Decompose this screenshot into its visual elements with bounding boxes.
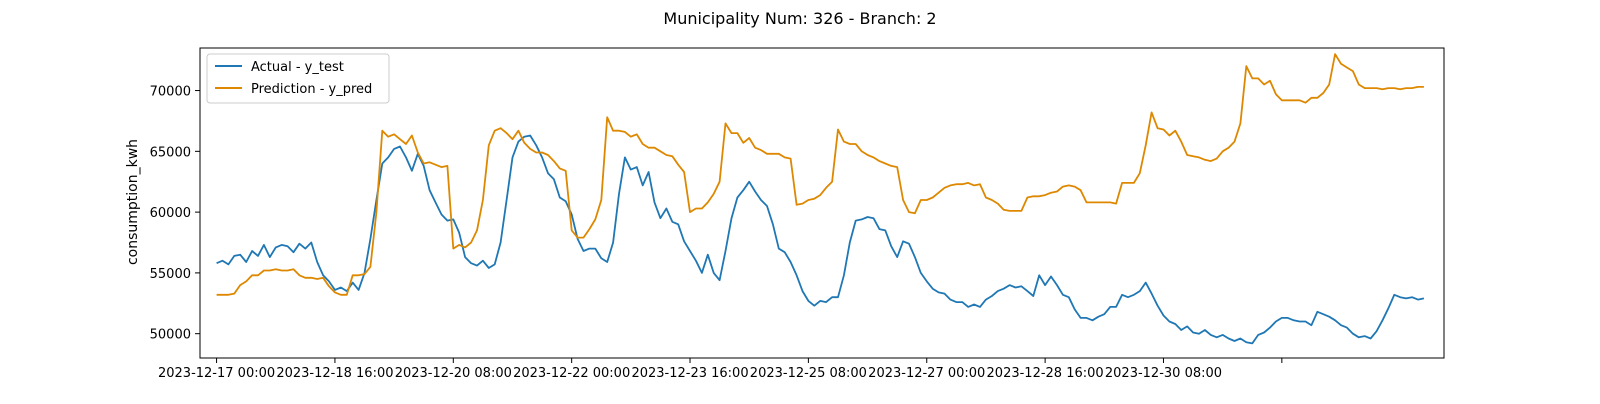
x-tick-label: 2023-12-25 08:00	[750, 366, 867, 381]
y-axis-label: consumption_kwh	[125, 139, 141, 265]
x-tick-label: 2023-12-23 16:00	[631, 366, 748, 381]
x-tick-label: 2023-12-30 08:00	[1105, 366, 1222, 381]
x-tick-label: 2023-12-28 16:00	[987, 366, 1104, 381]
y-tick-label: 70000	[150, 85, 191, 100]
series-line-actual	[216, 134, 1425, 345]
x-tick-label: 2023-12-27 00:00	[868, 366, 985, 381]
x-tick-label: 2023-12-17 00:00	[158, 366, 275, 381]
chart-title: Municipality Num: 326 - Branch: 2	[663, 9, 936, 28]
x-tick-label: 2023-12-22 00:00	[513, 366, 630, 381]
y-tick-label: 65000	[150, 145, 191, 160]
x-tick-label: 2023-12-20 08:00	[395, 366, 512, 381]
x-axis: 2023-12-17 00:00 2023-12-18 16:00 2023-12-…	[158, 358, 1283, 381]
y-tick-label: 50000	[150, 328, 191, 343]
series-layer	[216, 53, 1425, 345]
y-tick-label: 55000	[150, 267, 191, 282]
y-axis: 50000 55000 60000 65000 70000	[150, 85, 200, 343]
y-tick-label: 60000	[150, 206, 191, 221]
legend-label-prediction: Prediction - y_pred	[251, 82, 372, 97]
legend: Actual - y_test Prediction - y_pred	[206, 53, 390, 104]
legend-label-actual: Actual - y_test	[251, 60, 344, 75]
series-line-prediction	[216, 53, 1424, 296]
x-tick-label: 2023-12-18 16:00	[276, 366, 393, 381]
plot-area	[199, 47, 1445, 359]
legend-box	[206, 53, 390, 104]
